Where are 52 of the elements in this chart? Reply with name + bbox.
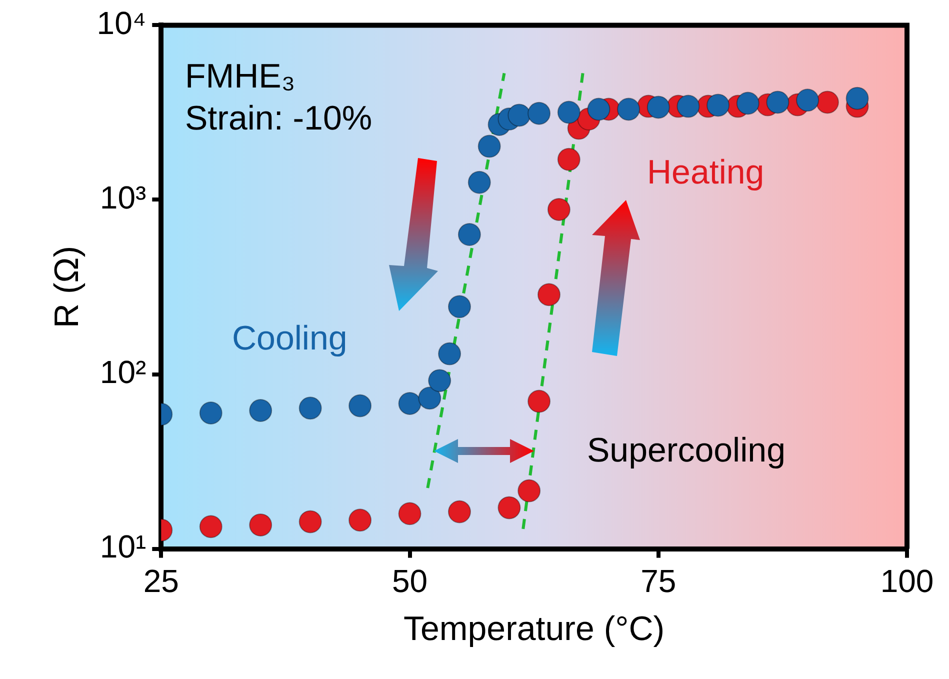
point bbox=[706, 94, 730, 117]
point bbox=[766, 90, 790, 114]
point bbox=[249, 513, 272, 536]
point bbox=[428, 369, 452, 392]
point bbox=[528, 102, 551, 125]
point bbox=[418, 386, 442, 410]
point bbox=[348, 508, 372, 532]
point bbox=[199, 401, 222, 424]
point bbox=[298, 510, 322, 534]
point bbox=[199, 515, 222, 538]
x-axis-title: Temperature (°C) bbox=[404, 610, 665, 648]
point bbox=[796, 88, 820, 112]
point bbox=[557, 148, 580, 171]
point bbox=[498, 496, 521, 520]
y-tick-label: 10² bbox=[100, 354, 146, 390]
point bbox=[518, 479, 541, 502]
point bbox=[398, 502, 422, 526]
y-tick-label: 10³ bbox=[100, 180, 146, 216]
point bbox=[448, 295, 471, 318]
point bbox=[398, 392, 422, 415]
point bbox=[557, 100, 580, 124]
series-label: Heating bbox=[647, 153, 764, 192]
point bbox=[348, 394, 372, 418]
point bbox=[458, 223, 481, 246]
point bbox=[547, 198, 570, 222]
point bbox=[528, 390, 551, 413]
point bbox=[587, 98, 610, 121]
x-tick-label: 75 bbox=[640, 562, 676, 599]
point bbox=[438, 342, 462, 366]
point bbox=[478, 134, 501, 158]
y-tick-label: 10¹ bbox=[100, 528, 146, 565]
y-tick-label: 10⁴ bbox=[96, 5, 146, 42]
y-axis-title: R (Ω) bbox=[48, 246, 86, 328]
point bbox=[676, 94, 700, 118]
point bbox=[617, 98, 640, 121]
point bbox=[298, 396, 322, 420]
point bbox=[646, 96, 670, 119]
annotation: Strain: -10% bbox=[185, 99, 372, 138]
point bbox=[508, 104, 531, 127]
series-label: Cooling bbox=[232, 319, 348, 358]
x-tick-label: 100 bbox=[880, 562, 934, 599]
x-tick-label: 25 bbox=[143, 562, 179, 599]
x-tick-label: 50 bbox=[392, 562, 428, 599]
point bbox=[448, 500, 471, 524]
point bbox=[816, 90, 839, 114]
point bbox=[249, 399, 272, 422]
annotation: Supercooling bbox=[587, 431, 786, 470]
point bbox=[846, 86, 869, 110]
point bbox=[537, 283, 560, 306]
annotation: FMHE₃ bbox=[185, 57, 296, 96]
point bbox=[736, 92, 760, 115]
point bbox=[468, 170, 491, 194]
